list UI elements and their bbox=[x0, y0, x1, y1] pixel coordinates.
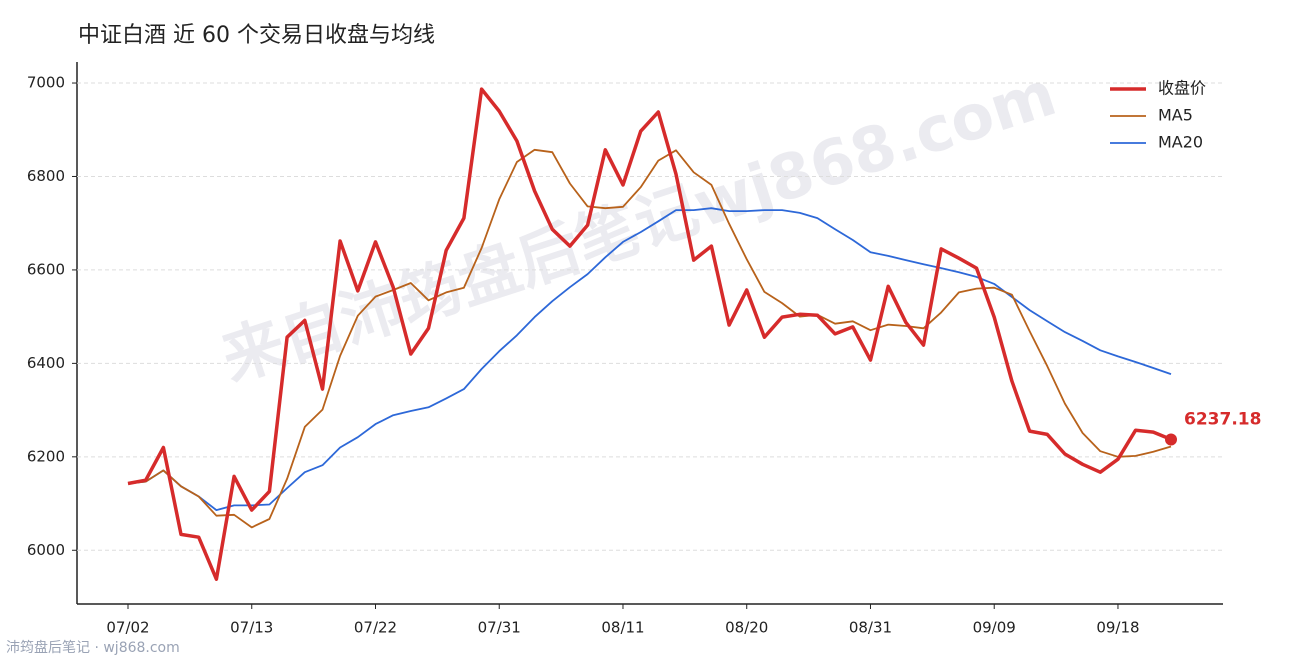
end-point bbox=[1165, 433, 1177, 446]
x-tick-label: 07/22 bbox=[354, 619, 397, 637]
x-tick-label: 08/31 bbox=[849, 619, 892, 637]
footer: 沛筠盘后笔记 · wj868.com bbox=[6, 639, 180, 656]
x-tick-label: 08/20 bbox=[725, 619, 768, 637]
series-line bbox=[127, 148, 1172, 529]
y-tick-label: 7000 bbox=[27, 74, 65, 92]
legend-label: 收盘价 bbox=[1158, 79, 1206, 98]
y-tick-label: 6600 bbox=[27, 260, 65, 278]
y-tick-label: 6800 bbox=[27, 167, 65, 185]
x-tick-label: 07/02 bbox=[106, 619, 149, 637]
x-tick-label: 09/09 bbox=[973, 619, 1016, 637]
x-tick-label: 07/31 bbox=[478, 619, 521, 637]
legend-label: MA20 bbox=[1158, 133, 1203, 152]
x-tick-label: 07/13 bbox=[230, 619, 273, 637]
series-line bbox=[127, 207, 1172, 511]
end-label: 6237.18 bbox=[1184, 409, 1261, 429]
chart-title: 中证白酒 近 60 个交易日收盘与均线 bbox=[78, 23, 435, 48]
y-tick-label: 6400 bbox=[27, 354, 65, 372]
watermark: 来自沛筠盘后笔记wj868.com bbox=[213, 56, 1064, 395]
x-tick-label: 08/11 bbox=[601, 619, 644, 637]
series-line bbox=[127, 87, 1172, 581]
legend-label: MA5 bbox=[1158, 106, 1193, 125]
x-tick-label: 09/18 bbox=[1096, 619, 1139, 637]
y-tick-label: 6200 bbox=[27, 447, 65, 465]
y-tick-label: 6000 bbox=[27, 541, 65, 559]
